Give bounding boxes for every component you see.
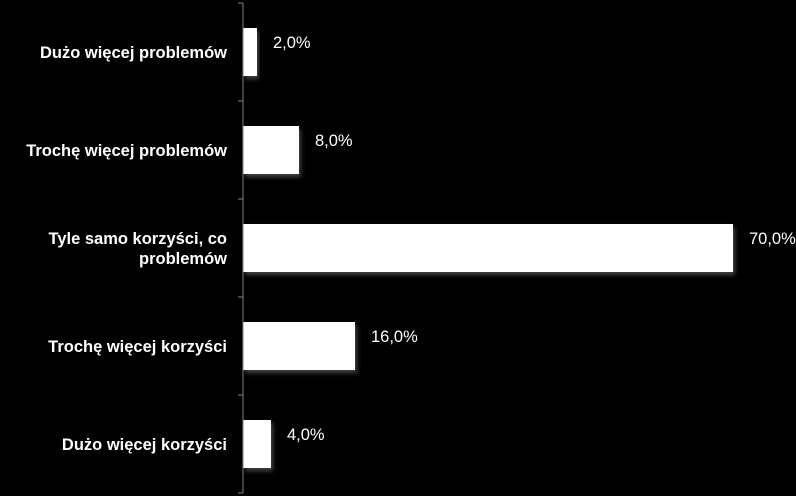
category-label-line: Dużo więcej korzyści [62,436,227,454]
value-label-3: 70,0% [749,230,796,248]
category-label-4: Trochę więcej korzyści [48,338,227,356]
bar-1 [243,28,257,76]
category-label-line: problemów [139,250,227,268]
category-label-5: Dużo więcej korzyści [62,436,227,454]
bar-5 [243,420,271,468]
y-axis [238,2,244,494]
category-label-line: Tyle samo korzyści, co [48,230,227,248]
category-label-1: Dużo więcej problemów [40,44,227,62]
category-label-line: Trochę więcej korzyści [48,338,227,356]
category-label-2: Trochę więcej problemów [26,142,227,160]
value-label-4: 16,0% [371,328,418,346]
bar-3 [243,224,733,272]
bar-4 [243,322,355,370]
bar-2 [243,126,299,174]
value-label-2: 8,0% [315,132,353,150]
value-label-1: 2,0% [273,34,311,52]
category-label-3: Tyle samo korzyści, co problemów [48,230,227,268]
bars-group [243,28,733,468]
category-label-line: Trochę więcej problemów [26,142,227,160]
labels-group: Dużo więcej problemów 2,0% Trochę więcej p… [26,34,796,454]
value-label-5: 4,0% [287,426,325,444]
category-label-line: Dużo więcej problemów [40,44,227,62]
